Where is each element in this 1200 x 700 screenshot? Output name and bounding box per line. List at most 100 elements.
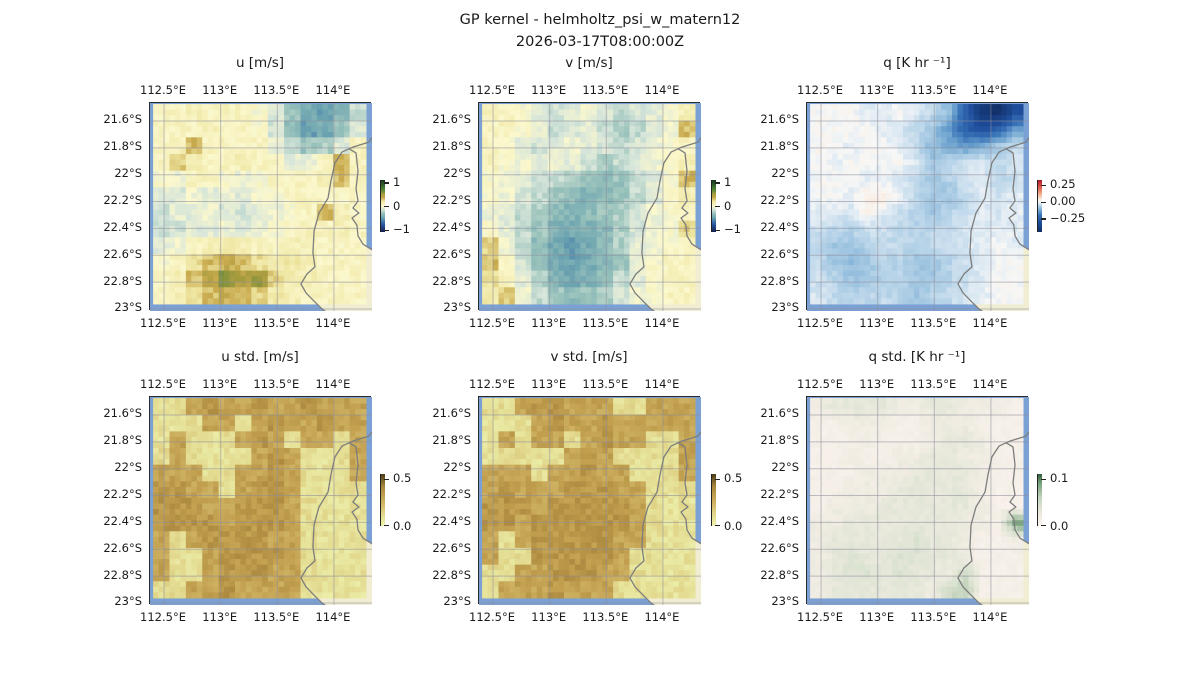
xtick-top-v_std-3: 114°E xyxy=(644,377,680,391)
xtick-bottom-q_std-3: 114°E xyxy=(972,610,1008,624)
ytick-u_std-4: 22.4°S xyxy=(103,513,142,528)
ytick-q-0: 21.6°S xyxy=(760,112,799,127)
ytick-v_std-6: 22.8°S xyxy=(432,567,471,582)
colorbar-label-u-0: 1 xyxy=(393,174,401,189)
colorbar-label-q-0: 0.25 xyxy=(1050,177,1076,192)
ytick-q_std-2: 22°S xyxy=(771,460,799,475)
ytick-u-1: 21.8°S xyxy=(103,139,142,154)
ytick-q_std-1: 21.8°S xyxy=(760,433,799,448)
ytick-q-2: 22°S xyxy=(771,166,799,181)
colorbar-tick-u_std-1 xyxy=(384,525,389,527)
colorbar-q xyxy=(1037,180,1042,232)
map-u_std xyxy=(149,396,372,605)
xtick-bottom-q-2: 113.5°E xyxy=(910,316,957,330)
ytick-q-6: 22.8°S xyxy=(760,273,799,288)
xtick-top-q_std-1: 113°E xyxy=(859,377,895,391)
map-q_std xyxy=(806,396,1029,605)
panel-title-v: v [m/s] xyxy=(565,55,613,71)
colorbar-label-q-1: 0.00 xyxy=(1050,194,1076,209)
ytick-v_std-1: 21.8°S xyxy=(432,433,471,448)
ytick-q_std-3: 22.2°S xyxy=(760,487,799,502)
xtick-top-v-0: 112.5°E xyxy=(469,83,515,97)
colorbar-tick-v-0 xyxy=(715,182,720,184)
colorbar-label-v-0: 1 xyxy=(724,174,732,189)
map-u xyxy=(149,102,372,311)
colorbar-tick-v_std-0 xyxy=(715,478,720,480)
ytick-v-7: 23°S xyxy=(443,300,471,315)
xtick-bottom-q-0: 112.5°E xyxy=(797,316,843,330)
colorbar-v xyxy=(711,180,716,232)
ytick-v-0: 21.6°S xyxy=(432,112,471,127)
xtick-top-v-1: 113°E xyxy=(531,83,567,97)
xtick-bottom-u-1: 113°E xyxy=(202,316,238,330)
xtick-bottom-u_std-3: 114°E xyxy=(315,610,351,624)
panel-title-u_std: u std. [m/s] xyxy=(221,349,299,365)
ytick-u_std-0: 21.6°S xyxy=(103,406,142,421)
xtick-top-v_std-0: 112.5°E xyxy=(469,377,515,391)
ytick-v_std-7: 23°S xyxy=(443,594,471,609)
xtick-top-q_std-3: 114°E xyxy=(972,377,1008,391)
colorbar-tick-q_std-0 xyxy=(1041,478,1046,480)
xtick-bottom-v-1: 113°E xyxy=(531,316,567,330)
ytick-v-4: 22.4°S xyxy=(432,219,471,234)
xtick-top-q-3: 114°E xyxy=(972,83,1008,97)
map-v xyxy=(478,102,701,311)
xtick-bottom-q_std-2: 113.5°E xyxy=(910,610,957,624)
xtick-bottom-v_std-2: 113.5°E xyxy=(582,610,629,624)
xtick-top-u_std-2: 113.5°E xyxy=(253,377,300,391)
colorbar-tick-u-1 xyxy=(384,206,389,208)
xtick-top-q-0: 112.5°E xyxy=(797,83,843,97)
ytick-q_std-4: 22.4°S xyxy=(760,513,799,528)
colorbar-label-v-1: 0 xyxy=(724,198,732,213)
ytick-q-1: 21.8°S xyxy=(760,139,799,154)
colorbar-tick-u-0 xyxy=(384,182,389,184)
figure-title: GP kernel - helmholtz_psi_w_matern12 xyxy=(459,12,741,28)
ytick-q-5: 22.6°S xyxy=(760,246,799,261)
xtick-bottom-v_std-0: 112.5°E xyxy=(469,610,515,624)
colorbar-label-v_std-1: 0.0 xyxy=(724,518,743,533)
xtick-top-u_std-3: 114°E xyxy=(315,377,351,391)
colorbar-u xyxy=(380,180,385,232)
map-q xyxy=(806,102,1029,311)
panel-title-v_std: v std. [m/s] xyxy=(550,349,628,365)
ytick-v_std-2: 22°S xyxy=(443,460,471,475)
xtick-bottom-v-3: 114°E xyxy=(644,316,680,330)
colorbar-label-q_std-1: 0.0 xyxy=(1050,518,1069,533)
ytick-v_std-4: 22.4°S xyxy=(432,513,471,528)
ytick-v_std-5: 22.6°S xyxy=(432,540,471,555)
ytick-v-3: 22.2°S xyxy=(432,193,471,208)
ytick-u-3: 22.2°S xyxy=(103,193,142,208)
xtick-top-v_std-2: 113.5°E xyxy=(582,377,629,391)
ytick-u-7: 23°S xyxy=(114,300,142,315)
colorbar-label-u_std-0: 0.5 xyxy=(393,471,412,486)
ytick-v-1: 21.8°S xyxy=(432,139,471,154)
colorbar-tick-v-2 xyxy=(715,229,720,231)
xtick-bottom-u_std-1: 113°E xyxy=(202,610,238,624)
colorbar-label-v_std-0: 0.5 xyxy=(724,471,743,486)
colorbar-v_std xyxy=(711,474,716,526)
colorbar-tick-v_std-1 xyxy=(715,525,720,527)
xtick-bottom-q_std-0: 112.5°E xyxy=(797,610,843,624)
ytick-u_std-1: 21.8°S xyxy=(103,433,142,448)
heatmap-q_std xyxy=(807,397,1029,605)
colorbar-tick-q-2 xyxy=(1041,218,1046,220)
heatmap-q xyxy=(807,103,1029,311)
colorbar-tick-v-1 xyxy=(715,206,720,208)
ytick-u-2: 22°S xyxy=(114,166,142,181)
ytick-u-6: 22.8°S xyxy=(103,273,142,288)
ytick-u_std-6: 22.8°S xyxy=(103,567,142,582)
ytick-q-4: 22.4°S xyxy=(760,219,799,234)
xtick-bottom-u_std-2: 113.5°E xyxy=(253,610,300,624)
xtick-bottom-u_std-0: 112.5°E xyxy=(140,610,186,624)
heatmap-v_std xyxy=(479,397,701,605)
colorbar-label-q-2: −0.25 xyxy=(1050,210,1086,225)
colorbar-label-v-2: −1 xyxy=(724,222,741,237)
xtick-top-v-3: 114°E xyxy=(644,83,680,97)
xtick-bottom-q_std-1: 113°E xyxy=(859,610,895,624)
xtick-top-q_std-0: 112.5°E xyxy=(797,377,843,391)
colorbar-label-q_std-0: 0.1 xyxy=(1050,471,1069,486)
ytick-v_std-3: 22.2°S xyxy=(432,487,471,502)
ytick-u_std-2: 22°S xyxy=(114,460,142,475)
xtick-bottom-v_std-1: 113°E xyxy=(531,610,567,624)
heatmap-v xyxy=(479,103,701,311)
